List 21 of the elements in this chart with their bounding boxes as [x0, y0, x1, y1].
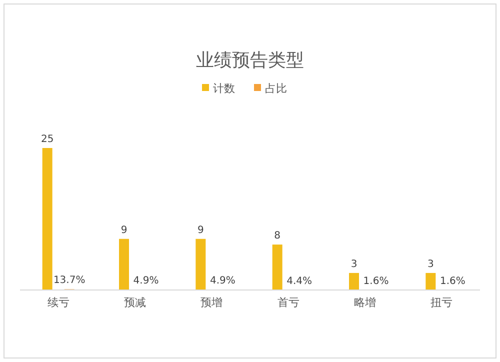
data-label: 4.9% — [210, 276, 236, 287]
x-tick-label: 扭亏 — [430, 296, 453, 309]
data-label: 8 — [274, 230, 281, 242]
data-label: 3 — [350, 258, 358, 270]
data-label: 13.7% — [53, 275, 86, 286]
legend-label: 计数 — [213, 82, 235, 95]
data-label: 4.9% — [133, 276, 159, 287]
x-tick-label: 预减 — [124, 296, 146, 309]
x-tick-label: 续亏 — [47, 296, 70, 309]
data-label: 9 — [120, 224, 128, 236]
x-tick-label: 略增 — [354, 296, 376, 309]
data-label: 3 — [427, 258, 434, 270]
data-label: 25 — [40, 134, 54, 145]
legend-label: 占比 — [265, 82, 287, 95]
data-label: 9 — [197, 224, 204, 236]
x-tick-label: 首亏 — [277, 296, 300, 309]
data-label: 1.6% — [363, 276, 389, 287]
data-label: 1.6% — [440, 276, 466, 287]
x-tick-label: 预增 — [200, 296, 223, 309]
chart-title: 业绩预告类型 — [196, 50, 304, 71]
data-label: 4.4% — [286, 276, 312, 287]
